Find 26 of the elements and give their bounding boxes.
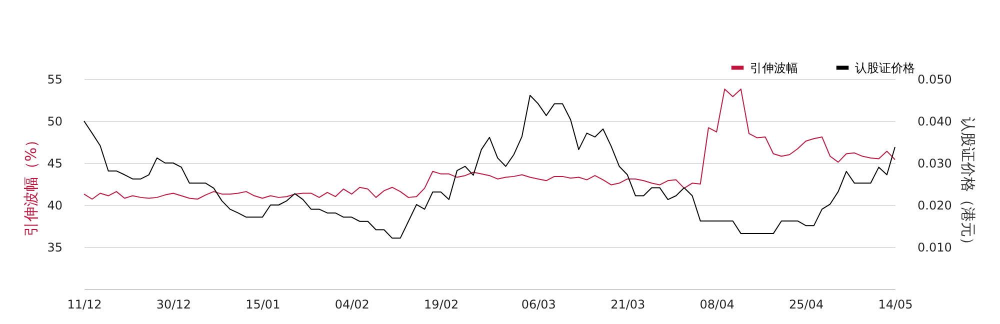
y2-tick-label: 0.010 xyxy=(918,240,952,254)
x-tick-label: 21/03 xyxy=(610,298,646,312)
y-tick-label: 35 xyxy=(47,240,62,254)
x-tick-label: 30/12 xyxy=(156,298,192,312)
x-tick-label: 11/12 xyxy=(67,298,102,312)
x-tick-label: 06/03 xyxy=(521,298,556,312)
x-tick-label: 08/04 xyxy=(700,298,734,312)
x-tick-label: 04/02 xyxy=(334,298,370,312)
y-tick-label: 45 xyxy=(47,156,62,170)
legend-label: 认股证价格 xyxy=(855,60,915,75)
line-series xyxy=(84,94,896,239)
y2-tick-label: 0.030 xyxy=(918,156,952,170)
y2-tick-label: 0.050 xyxy=(918,72,952,86)
line-series xyxy=(84,88,896,200)
y-tick-label: 40 xyxy=(47,198,62,212)
y-tick-label: 55 xyxy=(47,72,62,86)
x-tick-label: 19/02 xyxy=(424,298,459,312)
y2-tick-label: 0.040 xyxy=(918,114,952,128)
y2-tick-label: 0.020 xyxy=(918,198,952,212)
y-axis-title: 引伸波幅（%） xyxy=(22,132,40,237)
x-tick-label: 25/04 xyxy=(788,298,824,312)
x-tick-label: 14/05 xyxy=(878,298,913,312)
x-tick-label: 15/01 xyxy=(246,298,280,312)
y2-axis-title: 认股证价格（港元） xyxy=(958,117,977,252)
y-tick-label: 50 xyxy=(47,114,62,128)
legend-label: 引伸波幅 xyxy=(750,60,798,75)
